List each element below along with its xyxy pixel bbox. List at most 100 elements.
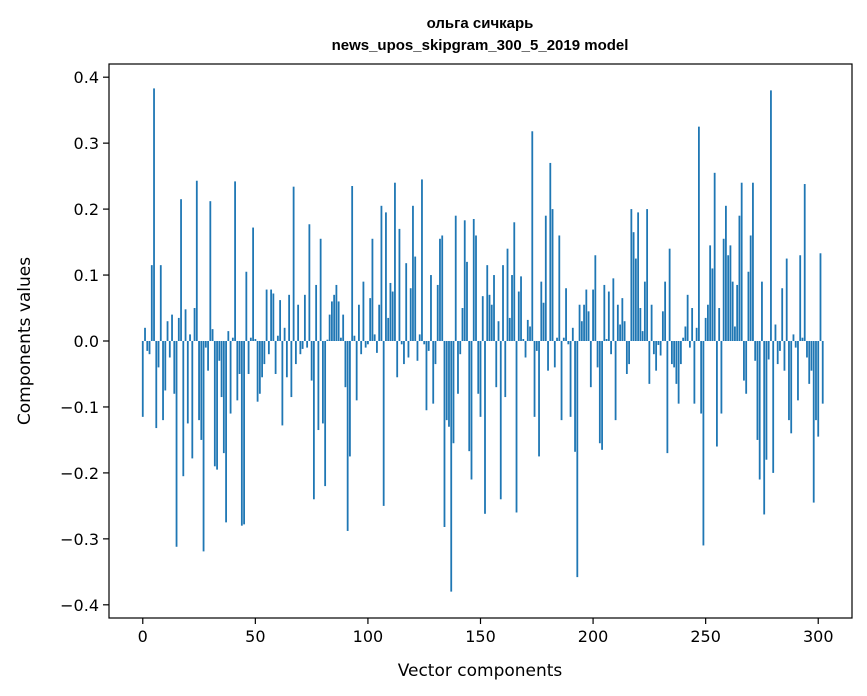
bar-181 [549,162,552,341]
bar-297 [810,341,813,371]
bar-47 [247,341,250,374]
bar-268 [745,341,748,394]
bar-7 [157,341,160,368]
bar-173 [531,131,534,341]
bar-295 [806,341,808,358]
bar-72 [303,294,306,341]
bar-218 [632,232,635,341]
bar-204 [601,341,603,450]
bar-251 [707,304,709,341]
bar-257 [720,341,723,414]
bar-258 [722,238,725,341]
bar-286 [785,258,788,341]
bar-84 [331,301,333,341]
bar-98 [362,281,365,341]
bar-96 [358,304,360,341]
bar-8 [159,265,162,341]
y-tick-label: −0.3 [60,530,99,549]
bar-147 [472,218,475,341]
y-axis-label: Components values [15,257,35,425]
bar-103 [373,334,376,341]
bar-183 [553,341,556,368]
bar-159 [499,341,502,500]
bar-284 [781,288,784,341]
bar-126 [425,341,428,411]
bar-161 [504,341,507,398]
bar-219 [634,258,637,341]
bar-99 [364,341,367,348]
bar-6 [155,341,158,429]
bar-275 [761,281,763,341]
bar-299 [815,341,817,421]
bar-78 [317,341,320,431]
bar-95 [355,341,358,401]
bar-66 [290,341,293,398]
bar-152 [484,341,486,514]
bar-149 [477,341,480,394]
x-tick-label: 200 [578,627,609,646]
bar-24 [195,180,198,341]
bar-261 [729,245,732,341]
bar-102 [371,238,374,341]
bar-82 [326,339,329,341]
bar-131 [436,284,439,341]
bar-235 [670,341,673,365]
bar-290 [794,341,797,348]
bar-100 [367,341,369,345]
bar-211 [616,304,619,341]
bar-29 [207,341,209,371]
bar-69 [297,304,300,341]
bar-44 [240,341,243,526]
bar-81 [324,341,327,487]
bar-220 [637,212,640,341]
bar-75 [310,341,313,381]
y-tick-label: −0.2 [60,464,99,483]
y-tick-label: −0.4 [60,596,99,615]
bar-172 [529,326,531,341]
bar-4 [150,265,153,341]
bar-17 [180,199,182,341]
bar-60 [276,335,279,341]
bar-145 [468,341,471,452]
bar-222 [641,331,644,341]
bar-216 [628,341,630,365]
bar-233 [666,341,669,454]
bar-225 [648,341,651,384]
bar-45 [243,341,245,525]
bar-30 [209,201,212,341]
bar-71 [301,341,304,349]
bar-293 [801,337,804,341]
bar-110 [389,282,392,341]
bar-188 [565,288,567,341]
bar-166 [515,341,518,513]
bar-21 [189,334,191,341]
bar-120 [412,205,414,341]
bar-11 [166,321,169,341]
bar-57 [270,289,273,341]
bar-73 [306,341,309,348]
bar-250 [704,317,707,341]
bar-129 [432,341,435,404]
bar-136 [448,341,450,427]
x-axis-label: Vector components [398,661,563,681]
bar-283 [779,341,781,351]
bar-86 [335,284,338,341]
bar-298 [812,341,815,503]
bar-125 [423,341,426,345]
bar-130 [434,341,437,365]
bar-64 [285,341,288,378]
bar-287 [788,341,790,421]
bar-208 [610,341,612,355]
y-tick-label: 0.4 [74,68,99,87]
bar-269 [747,271,750,341]
bar-112 [394,182,396,341]
bar-272 [754,341,757,361]
bar-182 [551,209,554,341]
bar-289 [792,334,795,341]
bar-40 [231,337,234,341]
bar-234 [668,248,671,341]
bar-246 [695,327,698,341]
bar-157 [495,341,498,388]
bar-37 [225,341,227,523]
bar-122 [416,341,419,361]
